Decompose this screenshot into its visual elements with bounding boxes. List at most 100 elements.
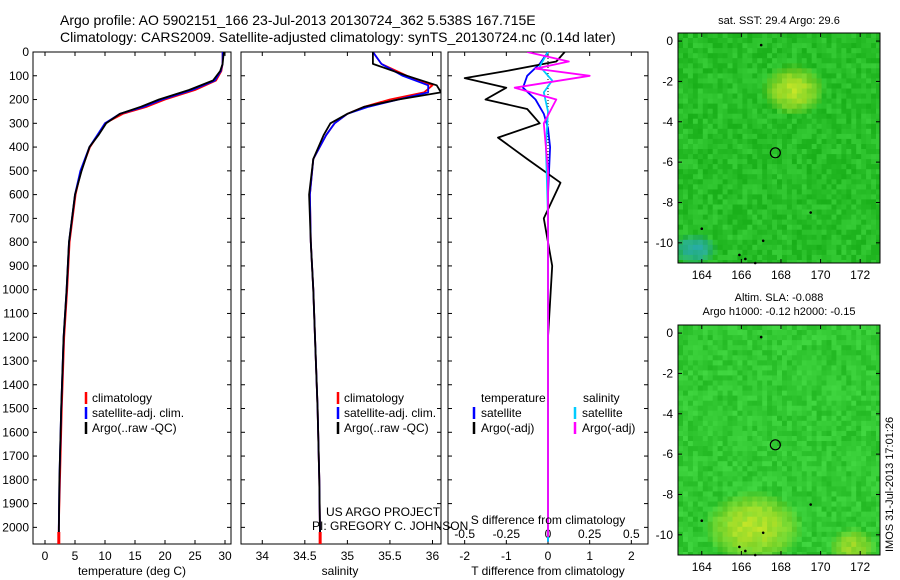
map-cell: [806, 58, 813, 64]
map-cell: [856, 219, 862, 226]
map-cell: [707, 531, 714, 538]
map-cell: [811, 154, 818, 160]
map-cell: [856, 400, 862, 407]
map-cell: [786, 335, 793, 341]
map-cell: [742, 345, 748, 351]
map-cell: [683, 446, 689, 452]
map-cell: [831, 149, 837, 155]
map-cell: [732, 194, 738, 200]
map-cell: [752, 93, 758, 99]
map-xtick-label: 168: [771, 268, 791, 282]
map-cell: [702, 83, 709, 89]
map-cell: [732, 370, 738, 376]
map-cell: [831, 169, 837, 175]
map-cell: [811, 481, 818, 487]
map-cell: [791, 249, 798, 256]
map-cell: [811, 78, 818, 84]
map-cell: [777, 481, 783, 487]
map-cell: [836, 123, 842, 130]
map-cell: [826, 400, 832, 407]
map-cell: [702, 365, 709, 371]
xtick-label: 20: [158, 549, 172, 563]
map-cell: [702, 552, 709, 555]
map-cell: [707, 521, 714, 528]
map-cell: [757, 552, 763, 555]
map-cell: [841, 204, 847, 210]
map-cell: [687, 446, 694, 452]
map-cell: [851, 365, 857, 371]
map-cell: [757, 249, 763, 256]
map-cell: [876, 546, 880, 553]
map-cell: [826, 204, 832, 210]
title-line-2: Climatology: CARS2009. Satellite-adjuste…: [60, 29, 616, 45]
map-cell: [866, 536, 872, 543]
map-cell: [687, 58, 694, 64]
map-cell: [712, 481, 719, 487]
map-cell: [856, 466, 862, 472]
map-cell: [702, 355, 709, 361]
map-cell: [722, 350, 729, 356]
map-cell: [752, 536, 758, 543]
map-cell: [811, 118, 818, 125]
map-cell: [772, 541, 778, 548]
map-cell: [836, 486, 842, 492]
map-cell: [727, 169, 733, 175]
map-cell: [737, 345, 743, 351]
map-cell: [796, 410, 803, 417]
map-cell: [742, 93, 748, 99]
map-cell: [801, 154, 808, 160]
map-cell: [821, 239, 828, 246]
map-cell: [796, 118, 803, 125]
map-cell: [846, 169, 852, 175]
map-cell: [876, 496, 880, 502]
map-cell: [722, 204, 729, 210]
map-cell: [692, 395, 699, 402]
map-cell: [742, 380, 748, 386]
map-cell: [747, 179, 753, 185]
map-cell: [762, 521, 768, 528]
map-cell: [712, 38, 719, 44]
map-cell: [742, 189, 748, 195]
map-cell: [732, 365, 738, 371]
map-cell: [707, 436, 714, 442]
map-cell: [796, 436, 803, 442]
map-cell: [727, 360, 733, 366]
map-cell: [722, 345, 729, 351]
map-cell: [826, 541, 832, 548]
map-cell: [702, 350, 709, 356]
map-cell: [747, 199, 753, 205]
map-cell: [737, 491, 743, 497]
map-cell: [727, 355, 733, 361]
map-cell: [811, 38, 818, 44]
map-cell: [861, 481, 867, 487]
map-cell: [742, 214, 748, 221]
map-cell: [841, 98, 847, 105]
map-cell: [811, 174, 818, 180]
map-cell: [826, 385, 832, 391]
map-cell: [861, 456, 867, 462]
map-cell: [683, 88, 689, 94]
map-cell: [687, 546, 694, 553]
map-cell: [821, 113, 828, 120]
map-cell: [816, 38, 823, 44]
map-cell: [796, 335, 803, 341]
map-cell: [866, 154, 872, 160]
map-cell: [712, 370, 719, 376]
map-cell: [712, 108, 719, 115]
map-cell: [752, 224, 758, 231]
map-cell: [796, 43, 803, 49]
map-cell: [791, 380, 798, 386]
map-cell: [876, 521, 880, 528]
map-cell: [866, 531, 872, 538]
map-cell: [717, 78, 724, 84]
map-cell: [871, 194, 877, 200]
map-cell: [846, 395, 852, 402]
map-cell: [856, 239, 862, 246]
map-cell: [727, 451, 733, 457]
map-cell: [871, 380, 877, 386]
map-cell: [732, 108, 738, 115]
map-cell: [697, 108, 704, 115]
map-cell: [856, 491, 862, 497]
map-cell: [836, 33, 842, 39]
map-cell: [747, 471, 753, 477]
